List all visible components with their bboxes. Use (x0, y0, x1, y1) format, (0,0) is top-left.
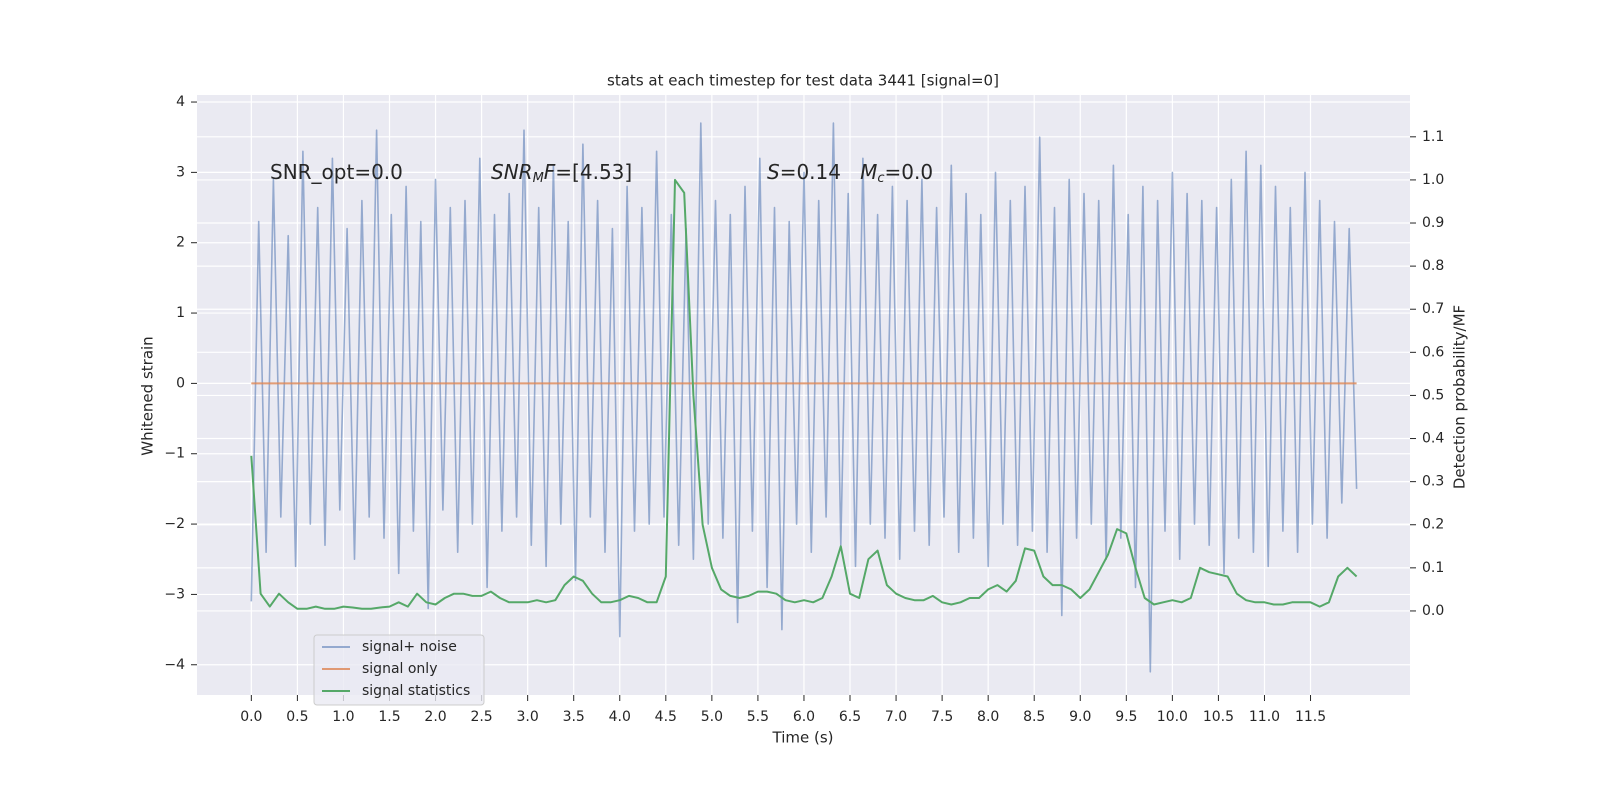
x-tick-label: 0.5 (286, 709, 308, 725)
y-axis-label: Whitened strain (139, 336, 157, 455)
x-tick-label: 9.0 (1069, 709, 1091, 725)
y-tick-label: −3 (164, 586, 185, 602)
y-tick-label: 2 (176, 235, 185, 251)
chart-title: stats at each timestep for test data 344… (607, 72, 999, 90)
annotation-part: F (544, 160, 556, 184)
y-tick-label: 3 (176, 164, 185, 180)
legend-label: signal only (362, 661, 437, 677)
y2-tick-label: 0.0 (1422, 603, 1444, 619)
x-tick-label: 11.0 (1249, 709, 1280, 725)
x-tick-label: 10.5 (1203, 709, 1234, 725)
x-tick-label: 9.5 (1115, 709, 1137, 725)
legend-label: signal+ noise (362, 639, 457, 655)
series-line (250, 178, 1358, 610)
x-tick-label: 1.5 (378, 709, 400, 725)
annotation-part: SNR (491, 160, 533, 184)
annotation: SNR_opt=0.0 (270, 160, 403, 184)
y-tick-label: −2 (164, 516, 185, 532)
annotation-part: S (767, 160, 780, 184)
x-tick-label: 2.0 (424, 709, 446, 725)
annotation: S=0.14 Mc=0.0 (767, 160, 933, 186)
annotation-part: =0.14 (780, 160, 860, 184)
y2-tick-label: 1.1 (1422, 129, 1444, 145)
x-tick-label: 4.5 (655, 709, 677, 725)
x-tick-label: 1.0 (332, 709, 354, 725)
x-tick-label: 7.5 (931, 709, 953, 725)
y-tick-label: 0 (176, 375, 185, 391)
annotation-part: M (533, 171, 544, 186)
x-tick-label: 10.0 (1157, 709, 1188, 725)
x-tick-label: 2.5 (470, 709, 492, 725)
x-tick-label: 7.0 (885, 709, 907, 725)
y2-tick-label: 0.1 (1422, 560, 1444, 576)
y2-tick-label: 0.8 (1422, 258, 1444, 274)
x-tick-label: 4.0 (609, 709, 631, 725)
x-tick-label: 0.0 (240, 709, 262, 725)
annotation-part: M (860, 160, 877, 184)
y2-tick-label: 0.4 (1422, 431, 1444, 447)
x-tick-label: 11.5 (1295, 709, 1326, 725)
y2-tick-label: 0.7 (1422, 301, 1444, 317)
y-tick-label: −1 (164, 446, 185, 462)
x-tick-label: 3.5 (563, 709, 585, 725)
x-axis-label: Time (s) (772, 729, 834, 747)
y2-axis-label: Detection probability/MF (1451, 305, 1469, 489)
annotation-part: =0.0 (885, 160, 934, 184)
y-tick-label: −4 (164, 657, 185, 673)
y2-tick-label: 0.9 (1422, 215, 1444, 231)
grid (197, 95, 1410, 695)
legend-box (313, 634, 485, 706)
y2-tick-label: 0.2 (1422, 517, 1444, 533)
y-tick-label: 1 (176, 305, 185, 321)
x-tick-label: 5.5 (747, 709, 769, 725)
annotation-part: =[4.53] (555, 160, 632, 184)
annotation: SNRMF=[4.53] (491, 160, 632, 186)
y2-tick-label: 0.5 (1422, 387, 1444, 403)
x-tick-label: 6.5 (839, 709, 861, 725)
x-tick-label: 5.0 (701, 709, 723, 725)
legend-label: signal statistics (362, 683, 470, 699)
y-tick-label: 4 (176, 94, 185, 110)
y2-tick-label: 0.3 (1422, 474, 1444, 490)
x-tick-label: 8.0 (977, 709, 999, 725)
x-tick-label: 6.0 (793, 709, 815, 725)
annotation-part: SNR_opt=0.0 (270, 160, 403, 184)
marks (250, 122, 1358, 673)
annotation-part: c (877, 171, 884, 186)
x-tick-label: 8.5 (1023, 709, 1045, 725)
y2-tick-label: 1.0 (1422, 172, 1444, 188)
y2-tick-label: 0.6 (1422, 344, 1444, 360)
axes: 0.0 0.5 1.0 1.5 2.0 2.5 3.0 3.5 4.0 4.5 5.0 5.5 6.0 6… (164, 94, 1444, 725)
series-line (250, 122, 1358, 673)
x-tick-label: 3.0 (517, 709, 539, 725)
